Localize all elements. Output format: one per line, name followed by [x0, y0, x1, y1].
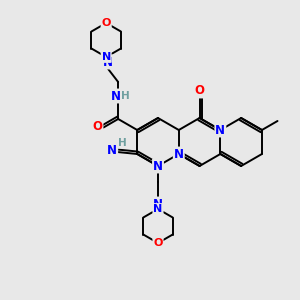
Text: N: N	[153, 204, 163, 214]
Text: O: O	[101, 18, 111, 28]
Text: O: O	[92, 120, 102, 133]
Text: H: H	[121, 91, 130, 101]
Text: N: N	[103, 56, 113, 68]
Text: O: O	[153, 238, 163, 248]
Text: N: N	[101, 52, 111, 62]
Text: N: N	[153, 160, 163, 172]
Text: N: N	[153, 197, 163, 211]
Text: O: O	[195, 85, 205, 98]
Text: N: N	[174, 148, 184, 160]
Text: H: H	[118, 138, 127, 148]
Text: N: N	[107, 145, 117, 158]
Text: N: N	[215, 124, 225, 136]
Text: N: N	[111, 89, 121, 103]
